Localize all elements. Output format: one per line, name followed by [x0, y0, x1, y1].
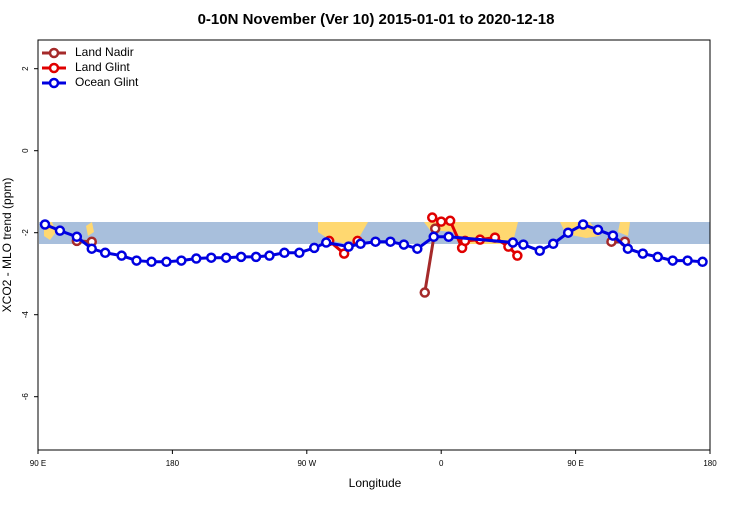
legend-label: Ocean Glint: [75, 75, 139, 89]
point: [534, 245, 546, 256]
point: [428, 231, 439, 243]
point: [146, 256, 157, 268]
point: [398, 239, 410, 250]
plot-frame: [37, 39, 711, 451]
point: [512, 250, 523, 261]
point: [205, 252, 217, 263]
point: [116, 250, 127, 261]
point: [622, 243, 634, 254]
x-tick-label: 90 W: [297, 459, 316, 468]
point: [592, 224, 604, 236]
point: [343, 241, 354, 252]
y-tick-label: -2: [21, 229, 30, 237]
point: [637, 248, 649, 259]
point: [607, 230, 619, 241]
point: [370, 236, 381, 247]
point: [191, 253, 202, 264]
ocean-band: [39, 222, 710, 244]
chart-title: 0-10N November (Ver 10) 2015-01-01 to 20…: [198, 11, 555, 28]
point: [86, 243, 98, 254]
point: [682, 255, 693, 266]
point: [39, 219, 51, 230]
y-axis-label: XCO2 - MLO trend (ppm): [0, 178, 14, 313]
point: [419, 287, 431, 298]
point: [577, 219, 589, 230]
y-tick-label: -4: [21, 311, 30, 319]
point: [250, 251, 262, 263]
legend-label: Land Nadir: [75, 45, 134, 59]
point: [54, 225, 66, 236]
point: [435, 216, 447, 227]
point: [652, 251, 663, 263]
point: [547, 238, 559, 250]
x-tick-label: 0: [439, 459, 444, 468]
point: [264, 250, 275, 261]
point: [279, 247, 290, 259]
land: [618, 222, 630, 236]
x-tick-label: 90 E: [567, 459, 583, 468]
legend-marker: [48, 47, 60, 59]
x-axis-label: Longitude: [349, 476, 402, 490]
point: [309, 242, 320, 254]
point: [426, 212, 438, 223]
point: [697, 256, 708, 268]
point: [99, 247, 111, 259]
y-tick-label: 0: [21, 148, 30, 153]
x-tick-label: 90 E: [30, 459, 46, 468]
point: [385, 236, 396, 247]
point: [518, 239, 529, 250]
point: [294, 247, 305, 259]
point: [507, 237, 519, 248]
legend-marker: [48, 62, 60, 74]
point: [562, 227, 574, 238]
x-tick-label: 180: [703, 459, 717, 468]
x-tick-label: 180: [166, 459, 180, 468]
point: [338, 248, 350, 259]
point: [71, 231, 83, 243]
point: [412, 243, 423, 254]
point: [443, 231, 454, 243]
point: [161, 256, 172, 268]
point: [667, 255, 678, 266]
y-tick-label: 2: [21, 66, 30, 71]
point: [320, 237, 332, 248]
land: [86, 222, 94, 236]
legend-marker: [48, 77, 60, 89]
legend-label: Land Glint: [75, 60, 130, 74]
point: [176, 255, 187, 266]
point: [444, 215, 456, 227]
point: [355, 238, 366, 250]
point: [131, 255, 142, 266]
point: [235, 251, 247, 263]
point: [220, 252, 232, 263]
y-tick-label: -6: [21, 393, 30, 401]
